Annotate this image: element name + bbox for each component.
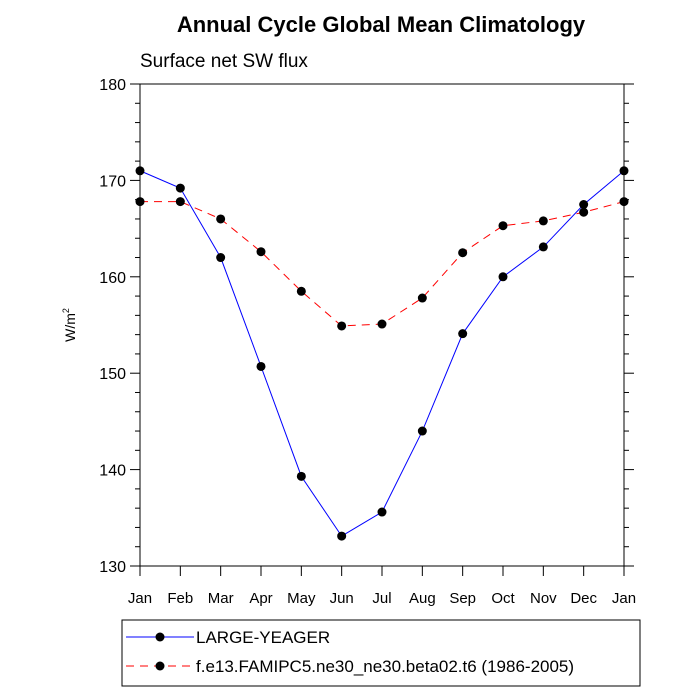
x-tick-label: Jul [372,590,391,607]
y-tick-label: 170 [99,173,126,190]
series-2-point [377,319,387,329]
y-axis: 130 140 150 160 170 180 [99,77,634,576]
y-axis-label: W/m2 [61,308,78,342]
legend-label-2: f.e13.FAMIPC5.ne30_ne30.beta02.t6 (1986-… [196,657,574,676]
y-tick-label: 150 [99,366,126,383]
series-line-2 [140,201,625,327]
y-axis-label-superscript: 2 [61,308,71,313]
series-2-point [175,197,185,207]
series-1-point [175,183,185,193]
x-tick-label: Feb [167,590,193,607]
legend-label-1: LARGE-YEAGER [196,628,330,647]
series-1-point [538,242,548,252]
x-tick-label: Sep [449,590,476,607]
x-tick-label: Apr [249,590,272,607]
series-1-point [256,361,266,371]
series-layer [135,166,629,541]
series-1-point [498,272,508,282]
chart-subtitle: Surface net SW flux [140,51,308,72]
series-2-point [458,248,468,258]
series-1-point [135,166,145,176]
x-tick-label: Dec [570,590,597,607]
y-tick-label: 180 [99,77,126,94]
series-2-point [296,286,306,296]
series-2-point [498,221,508,231]
x-tick-label: Aug [409,590,436,607]
x-axis: Jan Feb Mar Apr May Jun Jul Aug Sep Oct Nov Dec Jan [128,566,636,607]
x-tick-label: Jan [128,590,152,607]
y-tick-label: 160 [99,270,126,287]
series-1-point [417,426,427,436]
legend-box [121,619,641,687]
series-1-point [579,200,589,209]
series-2-point [135,197,145,207]
chart-title: Annual Cycle Global Mean Climatology [177,12,586,37]
series-1-point [337,531,347,541]
legend-marker-2 [155,661,165,671]
x-tick-label: May [287,590,316,607]
series-1-point [377,507,387,517]
series-2-point [417,293,427,303]
series-2-point [538,216,548,226]
x-tick-label: Jun [330,590,354,607]
x-tick-label: Mar [208,590,234,607]
y-tick-label: 140 [99,463,126,480]
series-line-1 [139,170,625,537]
y-axis-label-base: W/m [62,313,78,342]
x-tick-label: Jan [612,590,636,607]
x-tick-label: Oct [491,590,515,607]
series-2-point [579,207,589,217]
series-2-point [619,197,629,207]
series-2-point [216,214,226,224]
series-1-point [216,253,226,263]
series-1-point [619,166,629,176]
series-1-point [458,329,468,339]
legend-marker-1 [155,632,165,642]
x-tick-label: Nov [530,590,557,607]
legend: LARGE-YEAGER f.e13.FAMIPC5.ne30_ne30.beta… [121,619,641,687]
series-2-point [256,247,266,257]
y-tick-label: 130 [99,559,126,576]
series-1-point [296,471,306,481]
series-2-point [337,321,347,331]
